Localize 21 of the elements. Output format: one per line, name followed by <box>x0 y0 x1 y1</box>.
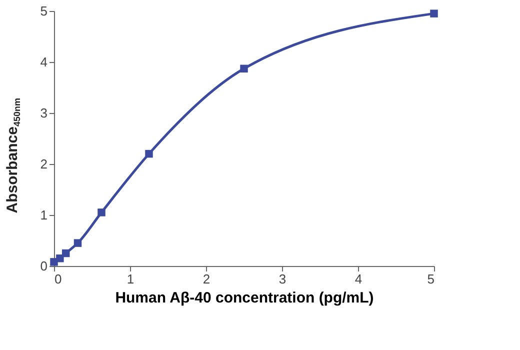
point <box>145 150 153 158</box>
y-tick-label: 4 <box>40 54 48 70</box>
point <box>98 208 106 216</box>
point <box>430 10 438 18</box>
x-tick-label: 5 <box>427 272 434 286</box>
point <box>56 254 64 262</box>
y-tick-label: 5 <box>40 4 48 18</box>
x-tick-label: 3 <box>278 272 286 286</box>
y-axis-title: Absorbance450nm <box>4 98 22 214</box>
point <box>62 249 70 258</box>
x-tick-label: 2 <box>202 272 210 286</box>
x-tick-label: 0 <box>54 272 62 286</box>
y-tick-label: 3 <box>40 106 48 120</box>
y-tick-label: 1 <box>40 208 48 222</box>
y-tick-label: 0 <box>40 258 48 274</box>
x-tick-label: 1 <box>126 272 134 286</box>
y-tick-label: 2 <box>40 156 48 172</box>
x-tick-label: 4 <box>354 272 362 286</box>
point <box>240 64 248 73</box>
point <box>74 239 82 247</box>
x-axis-title: Human Aβ-40 concentration (pg/mL) <box>115 290 374 306</box>
